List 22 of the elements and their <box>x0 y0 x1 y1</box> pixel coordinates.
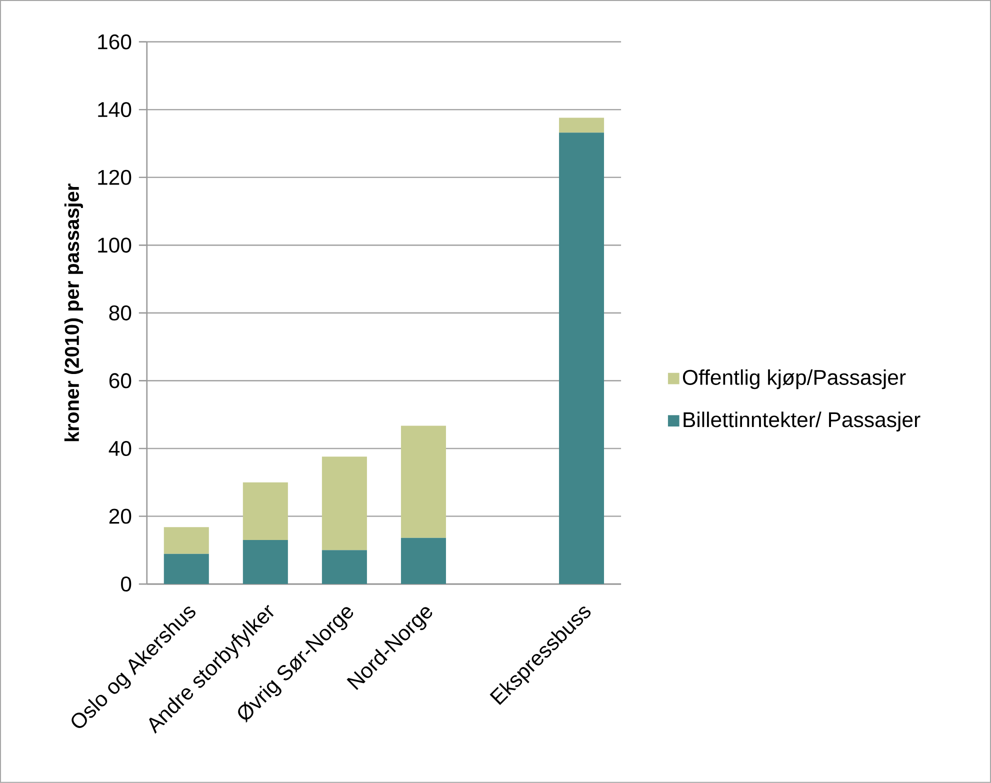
bar <box>559 118 604 133</box>
bar <box>400 426 446 538</box>
y-tick-label: 140 <box>98 102 132 118</box>
bar <box>322 456 367 550</box>
bar <box>164 554 209 584</box>
y-tick-label: 20 <box>109 508 132 524</box>
y-tick-label: 120 <box>98 170 132 185</box>
bar <box>559 132 604 584</box>
bar <box>164 527 209 554</box>
y-axis-title: kroner (2010) per passasjer <box>64 184 83 442</box>
y-tick-label: 40 <box>108 440 132 456</box>
y-tick-label: 160 <box>98 34 132 50</box>
legend-label: Billettinntekter/ Passasjer <box>684 412 920 432</box>
y-tick-label: 80 <box>109 305 132 320</box>
bar <box>322 550 367 584</box>
bar <box>242 482 288 540</box>
y-tick-label: 0 <box>121 576 132 592</box>
bar <box>400 538 446 584</box>
y-tick-label: 100 <box>98 238 132 253</box>
bar <box>242 540 288 584</box>
y-tick-label: 60 <box>109 373 132 388</box>
legend-label: Offentlig kjøp/Passasjer <box>682 369 906 390</box>
